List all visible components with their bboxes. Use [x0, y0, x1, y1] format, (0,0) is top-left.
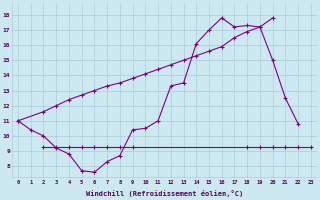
- X-axis label: Windchill (Refroidissement éolien,°C): Windchill (Refroidissement éolien,°C): [86, 190, 243, 197]
